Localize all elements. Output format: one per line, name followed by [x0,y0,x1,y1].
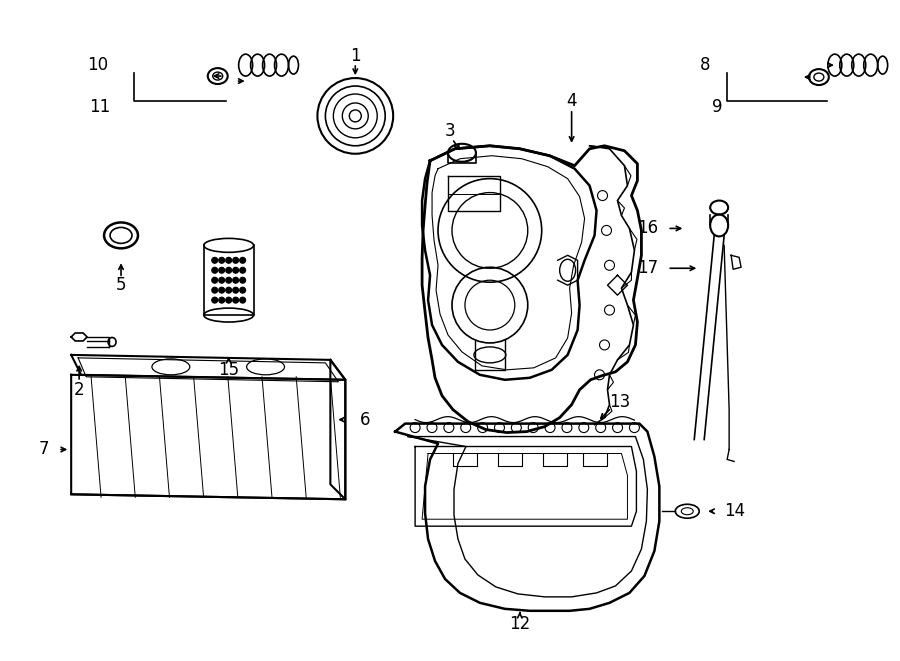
Text: 6: 6 [360,410,371,428]
Circle shape [219,297,225,303]
Circle shape [239,297,246,303]
Circle shape [226,277,231,283]
Circle shape [212,277,218,283]
Circle shape [226,257,231,263]
Text: 8: 8 [700,56,710,74]
Text: 4: 4 [566,92,577,110]
Circle shape [219,257,225,263]
Text: 11: 11 [89,98,111,116]
Circle shape [233,277,238,283]
Circle shape [219,267,225,273]
Circle shape [233,257,238,263]
Text: 10: 10 [87,56,109,74]
Circle shape [226,287,231,293]
Text: 5: 5 [116,276,126,294]
Text: 14: 14 [724,502,746,520]
Text: 2: 2 [74,381,85,399]
Text: 3: 3 [445,122,455,140]
Text: 13: 13 [609,393,630,410]
Circle shape [239,287,246,293]
Text: 7: 7 [39,440,50,459]
Text: 1: 1 [350,47,361,65]
Text: 9: 9 [712,98,723,116]
Circle shape [233,267,238,273]
Circle shape [239,267,246,273]
Circle shape [212,267,218,273]
Circle shape [233,297,238,303]
Circle shape [239,257,246,263]
Circle shape [239,277,246,283]
Circle shape [212,257,218,263]
Text: 16: 16 [637,219,658,237]
Text: 17: 17 [637,259,658,277]
Circle shape [226,267,231,273]
Circle shape [219,287,225,293]
Text: 15: 15 [218,361,239,379]
Text: 12: 12 [509,615,530,633]
Circle shape [212,297,218,303]
Circle shape [212,287,218,293]
Circle shape [219,277,225,283]
Circle shape [226,297,231,303]
Circle shape [233,287,238,293]
